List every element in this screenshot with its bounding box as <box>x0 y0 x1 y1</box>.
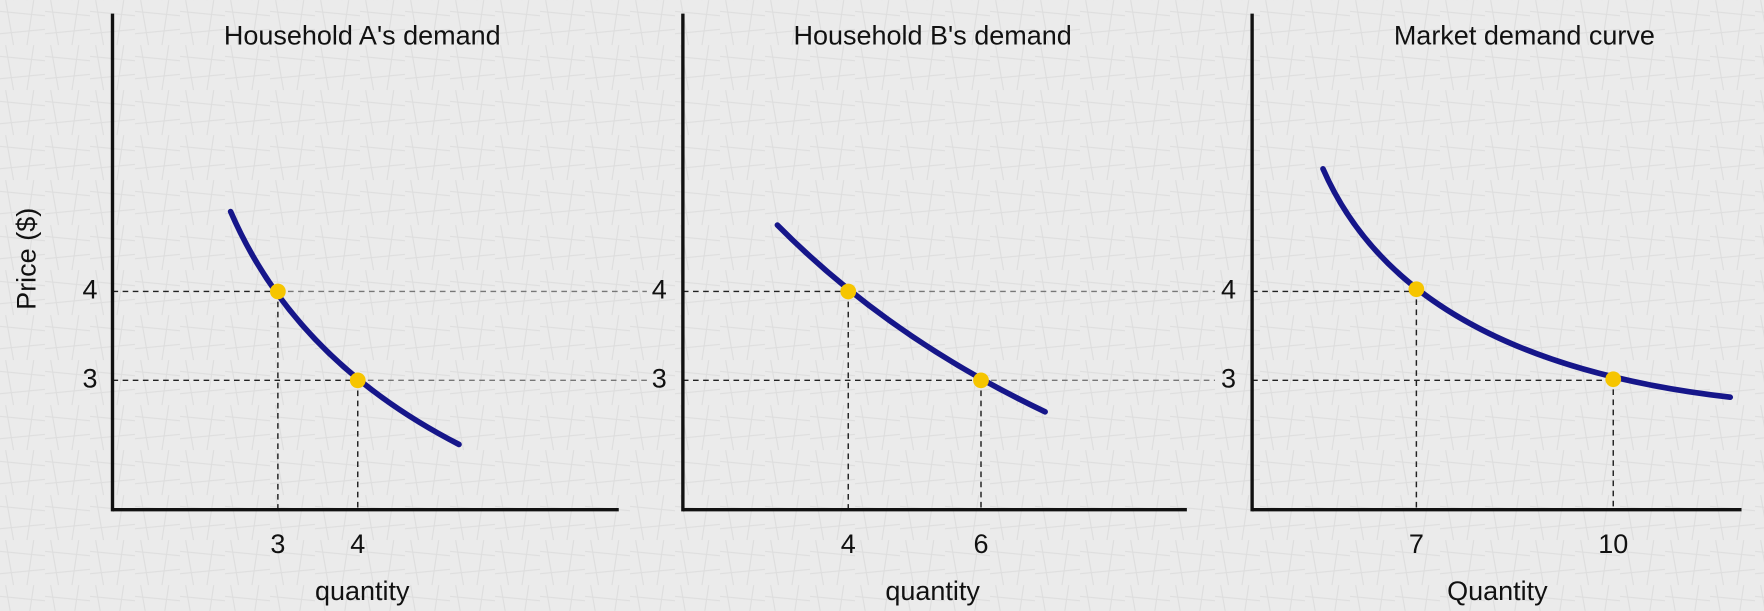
point <box>349 372 366 389</box>
x-axis-label: Quantity <box>1447 576 1548 606</box>
point <box>840 283 857 300</box>
x-axis-label: quantity <box>315 576 410 606</box>
y-tick-label: 3 <box>652 363 667 393</box>
x-tick-label: 4 <box>350 529 365 559</box>
demand-curve <box>774 222 1048 415</box>
y-axis-label: Price ($) <box>11 208 41 310</box>
panel-title: Market demand curve <box>1394 20 1655 50</box>
demand-curve <box>227 208 462 448</box>
y-tick-label: 4 <box>652 275 667 305</box>
panel-title: Household A's demand <box>224 20 501 50</box>
x-axis-label: quantity <box>885 576 980 606</box>
y-tick-label: 3 <box>1221 363 1236 393</box>
x-tick-label: 6 <box>973 529 988 559</box>
point <box>1605 371 1622 388</box>
point <box>973 372 989 389</box>
demand-curve <box>1320 166 1734 400</box>
x-tick-label: 7 <box>1409 529 1424 559</box>
panel-title: Household B's demand <box>793 20 1071 50</box>
x-tick-label: 10 <box>1598 529 1628 559</box>
point <box>1408 281 1425 298</box>
x-tick-label: 3 <box>270 529 285 559</box>
y-tick-label: 4 <box>1221 275 1236 305</box>
y-tick-label: 3 <box>82 363 97 393</box>
point <box>270 283 286 300</box>
x-tick-label: 4 <box>841 529 856 559</box>
y-tick-label: 4 <box>82 275 97 305</box>
